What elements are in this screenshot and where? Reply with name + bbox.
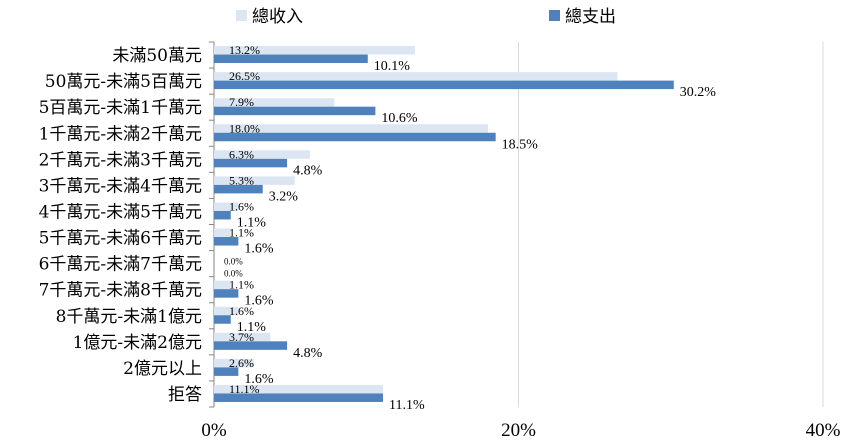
bar-spend [214,367,239,376]
data-label-spend: 1.6% [244,242,273,257]
bars [214,46,674,402]
data-label-spend: 3.2% [269,189,299,204]
x-tick-label: 0% [201,420,227,441]
data-label-income: 1.1% [229,226,254,240]
category-label: 未滿50萬元 [112,46,202,66]
data-label-income: 1.6% [229,199,254,213]
data-label-spend: 4.8% [293,163,323,178]
data-label-spend: 11.1% [389,398,425,413]
bar-income [214,124,489,133]
category-label: 2億元以上 [123,359,202,379]
data-label-spend: 30.2% [680,85,717,100]
category-label: 5百萬元-未滿1千萬元 [39,98,202,118]
data-label-spend: 0.0% [224,269,243,279]
x-axis-ticks: 0% 20% 40% [201,420,840,441]
data-label-income: 11.1% [229,382,260,396]
category-label: 拒答 [168,385,202,405]
bar-income [214,332,271,342]
data-label-income: 7.9% [229,95,254,109]
bar-income [214,98,335,107]
data-label-income: 6.3% [229,147,254,161]
data-label-income: 13.2% [229,43,260,57]
data-label-spend: 1.6% [244,372,273,387]
bar-spend [214,393,383,402]
bar-income [214,306,239,316]
data-label-income: 26.5% [229,69,260,83]
bar-spend [214,54,368,64]
bar-spend [214,210,231,220]
bar-spend [214,289,239,298]
data-label-income: 5.3% [229,173,254,187]
bar-spend [214,341,288,350]
bar-spend [214,80,674,90]
legend: 總收入 總支出 [236,7,616,27]
legend-label-income: 總收入 [252,7,303,27]
category-label: 3千萬元-未滿4千萬元 [39,176,202,196]
bar-spend [214,237,239,246]
data-label-income: 18.0% [229,121,260,135]
category-label: 4千萬元-未滿5千萬元 [39,202,202,222]
category-label: 5千萬元-未滿6千萬元 [39,229,202,249]
bar-income [214,46,415,55]
category-label: 2千萬元-未滿3千萬元 [39,150,202,170]
category-label: 8千萬元-未滿1億元 [56,307,202,327]
bar-income [214,150,310,159]
category-label: 50萬元-未滿5百萬元 [45,72,202,92]
category-label: 6千萬元-未滿7千萬元 [39,255,202,275]
data-label-spend: 10.6% [381,111,418,126]
data-label-spend: 1.1% [237,320,267,335]
legend-label-spend: 總支出 [565,7,616,27]
data-label-spend: 1.1% [237,215,267,230]
bar-income [214,384,383,394]
bar-spend [214,132,496,142]
category-label: 1億元-未滿2億元 [73,333,202,353]
bar-spend [214,158,288,168]
bar-spend [214,184,263,194]
data-labels: 13.2% 10.1% 26.5% 30.2% 7.9% 10.6% 18.0% 18.5% 6… [224,43,716,413]
data-label-spend: 10.1% [374,59,411,74]
bar-spend [214,315,231,324]
legend-swatch-spend [549,10,560,21]
data-label-spend: 1.6% [244,294,273,309]
data-label-spend: 4.8% [293,346,323,361]
bar-spend [214,106,376,116]
data-label-income: 1.1% [229,278,254,292]
category-labels: 未滿50萬元 50萬元-未滿5百萬元 5百萬元-未滿1千萬元 1千萬元-未滿2千萬元 2… [39,46,202,405]
bar-income [214,72,618,81]
category-label: 1千萬元-未滿2千萬元 [39,124,202,144]
bar-income [214,228,231,238]
data-label-income: 3.7% [229,330,254,344]
category-label: 7千萬元-未滿8千萬元 [39,281,202,301]
bar-income [214,176,295,185]
bar-income [214,202,239,211]
data-label-income: 0.0% [224,257,243,267]
bar-income [214,280,231,290]
legend-swatch-income [236,10,247,21]
data-label-income: 1.6% [229,304,254,318]
x-tick-label: 20% [501,420,536,441]
data-label-income: 2.6% [229,356,254,370]
x-tick-label: 40% [806,420,841,441]
data-label-spend: 18.5% [502,137,538,152]
bar-income [214,358,254,368]
